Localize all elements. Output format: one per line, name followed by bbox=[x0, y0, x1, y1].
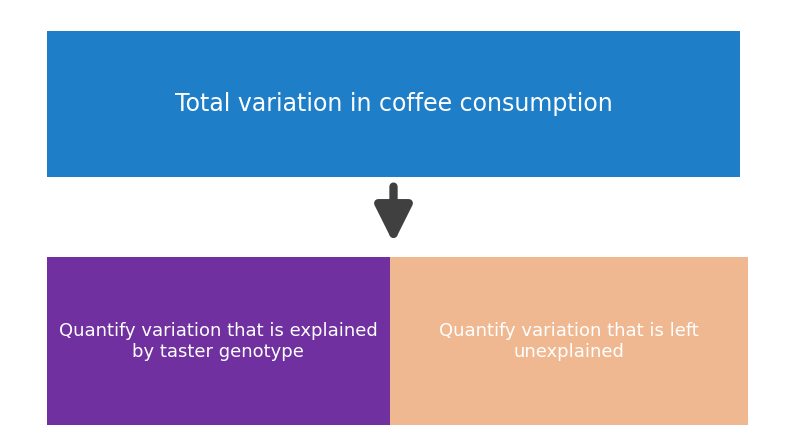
Text: Quantify variation that is left
unexplained: Quantify variation that is left unexplai… bbox=[438, 322, 699, 361]
Bar bbox=[47, 257, 390, 425]
Text: Quantify variation that is explained
by taster genotype: Quantify variation that is explained by … bbox=[59, 322, 378, 361]
Bar bbox=[47, 31, 740, 177]
Bar bbox=[390, 257, 748, 425]
Text: Total variation in coffee consumption: Total variation in coffee consumption bbox=[175, 92, 612, 116]
